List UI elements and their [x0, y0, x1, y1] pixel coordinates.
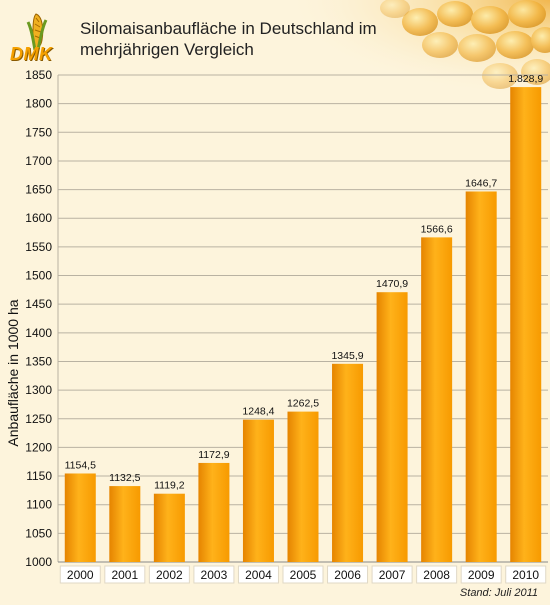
y-tick-label: 1350: [25, 354, 52, 368]
x-tick-label: 2004: [245, 568, 272, 582]
y-tick-label: 1600: [25, 211, 52, 225]
x-tick-labels: 2000 2001 2002 2003 2004 2005 2006 2007 2008 2009…: [59, 565, 547, 584]
x-tick-box: [505, 565, 547, 584]
x-tick-label: 2003: [201, 568, 228, 582]
x-tick-label: 2005: [290, 568, 317, 582]
y-tick-label: 1050: [25, 526, 52, 540]
source-note: Stand: Juli 2011: [459, 587, 538, 599]
bar: [64, 473, 96, 562]
x-tick-box: [282, 565, 324, 584]
x-tick-box: [327, 565, 369, 584]
y-tick-label: 1400: [25, 326, 52, 340]
corn-cob-icon: [26, 13, 48, 51]
value-label: 1345,9: [331, 350, 363, 362]
x-tick-box: [371, 565, 413, 584]
x-tick-label: 2006: [334, 568, 361, 582]
y-tick-label: 1450: [25, 297, 52, 311]
bar: [198, 462, 230, 562]
value-label: 1248,4: [242, 406, 274, 418]
y-tick-label: 1300: [25, 383, 52, 397]
x-tick-box: [416, 565, 458, 584]
y-tick-label: 1100: [26, 498, 52, 512]
x-tick-box: [193, 565, 235, 584]
y-tick-label: 1700: [25, 154, 52, 168]
y-tick-label: 1500: [25, 269, 52, 283]
x-tick-box: [148, 565, 190, 584]
value-label: 1.828,9: [508, 73, 543, 85]
y-tick-label: 1650: [25, 183, 52, 197]
corn-kernels-decoration: [380, 0, 550, 89]
y-tick-labels: 1000 1050 1100 1150 1200 1250 1300 1350 1400 1450…: [25, 68, 52, 569]
value-label: 1646,7: [465, 177, 497, 189]
bar: [376, 292, 408, 562]
bar: [510, 87, 542, 563]
value-labels: 1154,5 1132,5 1119,2 1172,9 1248,4 1262,5 1345…: [65, 73, 544, 492]
y-tick-label: 1800: [25, 97, 52, 111]
value-label: 1566,6: [421, 223, 453, 235]
x-tick-label: 2008: [423, 568, 450, 582]
y-tick-label: 1550: [25, 240, 52, 254]
value-label: 1119,2: [154, 480, 185, 492]
dmk-logo: DMK: [6, 10, 70, 66]
x-tick-box: [237, 565, 279, 584]
logo-text: DMK: [10, 44, 53, 64]
bar: [465, 191, 497, 562]
y-tick-label: 1750: [25, 125, 52, 139]
y-tick-label: 1850: [25, 68, 52, 82]
y-tick-label: 1150: [26, 469, 52, 483]
value-label: 1132,5: [109, 472, 140, 484]
x-tick-box: [104, 565, 146, 584]
bar: [287, 411, 319, 562]
bar: [153, 493, 185, 562]
x-tick-label: 2002: [156, 568, 183, 582]
value-label: 1172,9: [198, 449, 229, 461]
bar: [242, 419, 274, 562]
x-tick-label: 2001: [111, 568, 138, 582]
value-label: 1262,5: [287, 398, 319, 410]
bar: [421, 237, 453, 563]
x-tick-label: 2009: [468, 568, 495, 582]
x-tick-label: 2000: [67, 568, 94, 582]
x-tick-box: [460, 565, 502, 584]
y-tick-label: 1250: [25, 412, 52, 426]
y-tick-label: 1000: [25, 555, 52, 569]
value-label: 1470,9: [376, 278, 408, 290]
chart-title: Silomaisanbaufläche in Deutschland im me…: [80, 18, 410, 60]
bar: [332, 363, 364, 562]
x-tick-box: [59, 565, 101, 584]
bar: [109, 486, 141, 562]
chart-title-line-2: mehrjährigen Vergleich: [80, 40, 254, 59]
y-tick-label: 1200: [25, 440, 52, 454]
value-label: 1154,5: [65, 459, 96, 471]
x-tick-label: 2010: [512, 568, 539, 582]
x-tick-label: 2007: [379, 568, 406, 582]
chart-title-line-1: Silomaisanbaufläche in Deutschland im: [80, 19, 377, 38]
bars: [64, 87, 542, 563]
